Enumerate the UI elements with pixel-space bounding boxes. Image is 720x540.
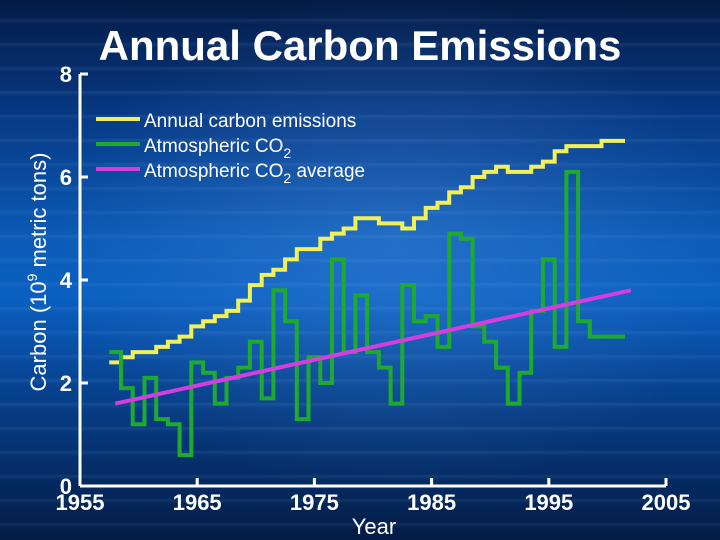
legend-label-subscript: 2: [283, 170, 291, 186]
legend-label-1: Atmospheric CO2: [144, 136, 291, 161]
chart-title: Annual Carbon Emissions: [99, 22, 622, 69]
series-layer: [109, 138, 632, 458]
y-tick-label: 0: [60, 474, 72, 499]
legend-label-tail: average: [291, 161, 365, 182]
legend-label-text: Atmospheric CO: [144, 161, 283, 182]
x-tick-label: 1955: [56, 490, 105, 515]
chart-axes: 0 2 4 6 8 1955 1965 1975 1985 1995 2005: [56, 62, 691, 515]
x-tick-label: 1965: [173, 490, 222, 515]
y-tick-label: 8: [60, 62, 72, 87]
y-tick-label: 2: [60, 371, 72, 396]
legend-label-2: Atmospheric CO2 average: [144, 161, 365, 186]
legend-label-subscript: 2: [283, 145, 291, 161]
legend-label-text: Atmospheric CO: [144, 136, 283, 157]
series-line-1: [109, 169, 625, 458]
legend-label-0: Annual carbon emissions: [144, 111, 356, 132]
y-axis-label-main: Carbon (10: [26, 281, 51, 391]
y-tick-label: 6: [60, 165, 72, 190]
x-tick-label: 1985: [407, 490, 456, 515]
x-tick-label: 2005: [642, 490, 691, 515]
y-axis-label-exponent: 9: [24, 273, 40, 281]
y-axis-label-tail: metric tons): [26, 153, 51, 274]
x-tick-label: 1975: [290, 490, 339, 515]
series-line-0: [109, 138, 625, 365]
series-line-2: [114, 288, 632, 406]
x-tick-label: 1995: [524, 490, 573, 515]
x-axis-label: Year: [352, 514, 396, 539]
legend-label-text: Annual carbon emissions: [144, 111, 356, 132]
y-tick-label: 4: [60, 268, 73, 293]
y-axis-label: Carbon (109 metric tons): [24, 153, 51, 392]
